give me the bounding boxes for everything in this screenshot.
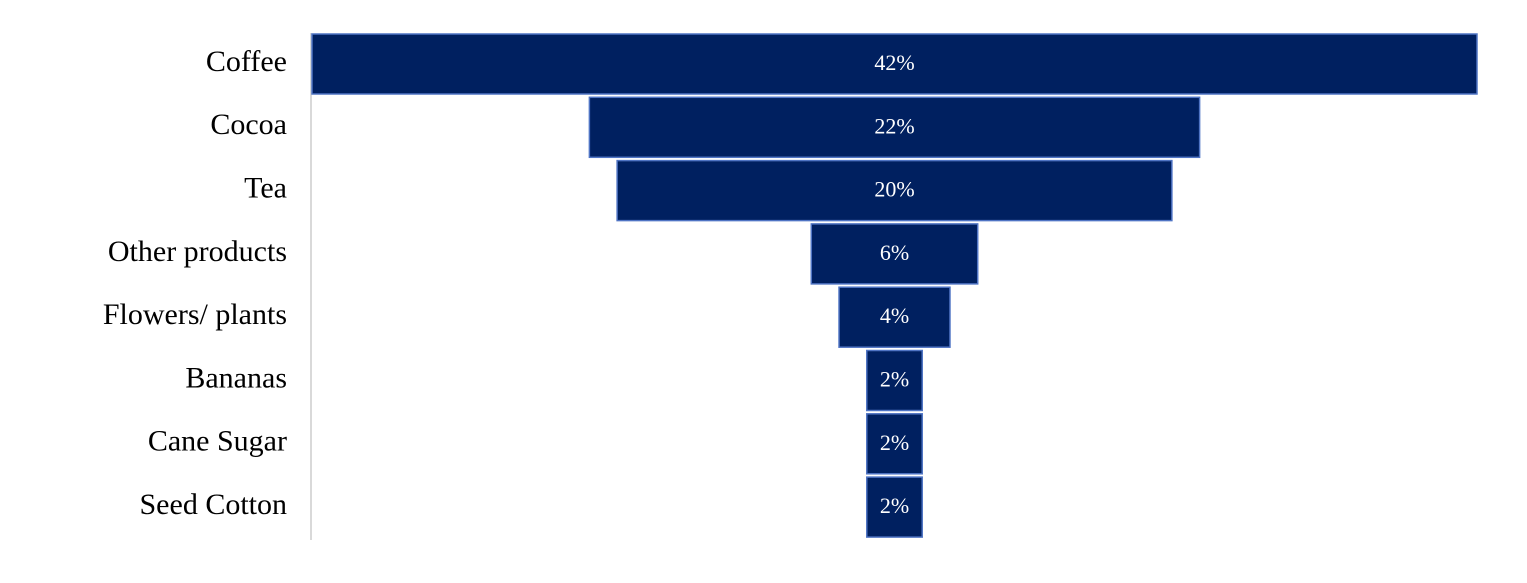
value-label: 4% bbox=[880, 303, 909, 328]
bar bbox=[866, 349, 923, 412]
bar bbox=[616, 159, 1173, 222]
category-label: Coffee bbox=[206, 45, 287, 78]
value-label: 42% bbox=[874, 50, 914, 75]
bar bbox=[588, 96, 1201, 159]
category-label: Bananas bbox=[185, 361, 287, 394]
value-label: 2% bbox=[880, 367, 909, 392]
category-label: Other products bbox=[108, 235, 287, 268]
value-label: 22% bbox=[874, 113, 914, 138]
category-label: Cane Sugar bbox=[148, 425, 287, 458]
category-label: Flowers/ plants bbox=[103, 298, 287, 331]
bar bbox=[311, 33, 1478, 95]
value-label: 2% bbox=[880, 430, 909, 455]
bar bbox=[866, 476, 923, 538]
category-label: Seed Cotton bbox=[140, 488, 288, 521]
bar bbox=[838, 286, 951, 348]
value-label: 6% bbox=[880, 240, 909, 265]
value-label: 2% bbox=[880, 493, 909, 518]
bar bbox=[810, 223, 979, 285]
category-label: Cocoa bbox=[210, 108, 287, 141]
bar bbox=[866, 413, 923, 475]
category-label: Tea bbox=[244, 171, 287, 204]
value-label: 20% bbox=[874, 177, 914, 202]
